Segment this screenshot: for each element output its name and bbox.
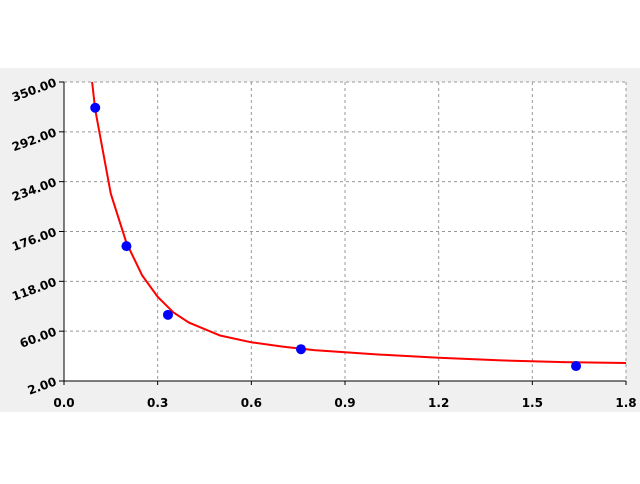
x-tick-label: 0.6: [241, 396, 262, 410]
data-point: [162, 309, 173, 320]
data-point: [90, 102, 101, 113]
x-tick-label: 1.2: [428, 396, 449, 410]
data-point: [121, 241, 132, 252]
x-tick-label: 1.8: [615, 396, 636, 410]
x-tick-label: 1.5: [522, 396, 543, 410]
x-tick-label: 0.0: [53, 396, 74, 410]
x-tick-label: 0.3: [147, 396, 168, 410]
data-point: [571, 361, 582, 372]
x-tick-label: 0.9: [334, 396, 355, 410]
fit-curve: [91, 81, 627, 364]
data-point: [295, 344, 306, 355]
